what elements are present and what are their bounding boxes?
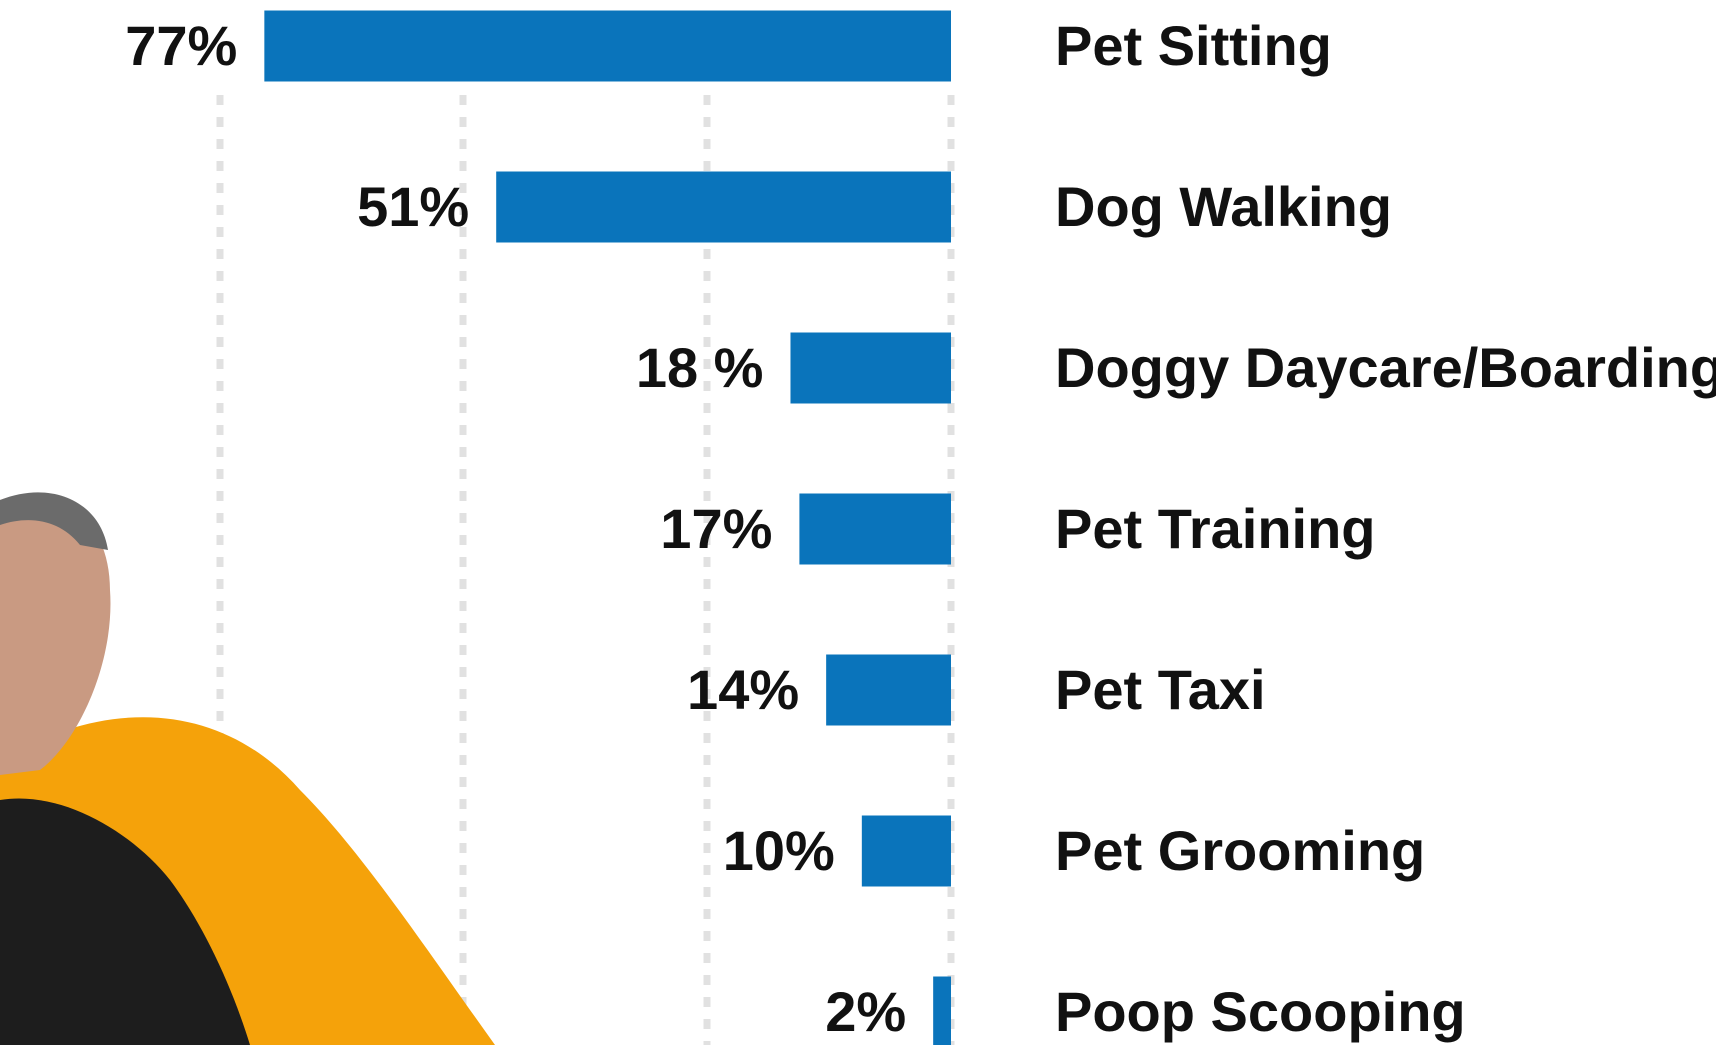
bar <box>790 333 951 404</box>
value-label: 18 % <box>636 336 764 399</box>
value-label: 77% <box>125 14 237 77</box>
bar <box>826 655 951 726</box>
photo <box>0 492 495 1045</box>
bar <box>799 494 951 565</box>
category-label: Pet Grooming <box>1055 819 1425 882</box>
category-label: Doggy Daycare/Boarding <box>1055 336 1716 399</box>
bar <box>496 172 951 243</box>
category-label: Pet Sitting <box>1055 14 1332 77</box>
bar <box>862 816 951 887</box>
chart: 77% Pet Sitting 51% Dog Walking 18 % Doggy Da… <box>0 0 1716 1045</box>
value-label: 14% <box>687 658 799 721</box>
value-label: 10% <box>723 819 835 882</box>
bar <box>933 977 951 1045</box>
category-label: Pet Taxi <box>1055 658 1266 721</box>
value-label: 2% <box>825 980 906 1043</box>
category-label: Poop Scooping <box>1055 980 1466 1043</box>
value-label: 51% <box>357 175 469 238</box>
value-label: 17% <box>660 497 772 560</box>
category-label: Pet Training <box>1055 497 1376 560</box>
bar <box>264 11 951 82</box>
category-label: Dog Walking <box>1055 175 1392 238</box>
